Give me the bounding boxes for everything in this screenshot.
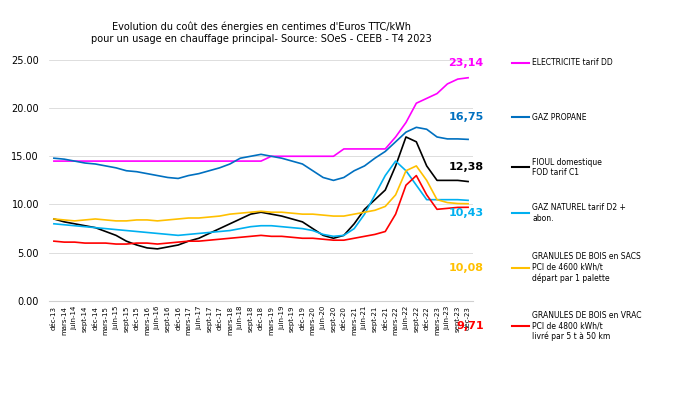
Text: 16,75: 16,75 xyxy=(448,112,484,122)
Text: GRANULES DE BOIS en VRAC
PCI de 4800 kWh/t
livré par 5 t à 50 km: GRANULES DE BOIS en VRAC PCI de 4800 kWh… xyxy=(532,311,642,341)
Text: 10,08: 10,08 xyxy=(449,263,484,273)
Title: Evolution du coût des énergies en centimes d'Euros TTC/kWh
pour un usage en chau: Evolution du coût des énergies en centim… xyxy=(90,22,432,44)
Text: FIOUL domestique
FOD tarif C1: FIOUL domestique FOD tarif C1 xyxy=(532,158,602,177)
Text: 23,14: 23,14 xyxy=(448,58,484,68)
Text: ELECTRICITE tarif DD: ELECTRICITE tarif DD xyxy=(532,58,613,67)
Text: 10,43: 10,43 xyxy=(449,208,484,218)
Text: GAZ NATUREL tarif D2 +
abon.: GAZ NATUREL tarif D2 + abon. xyxy=(532,204,626,223)
Text: 9,71: 9,71 xyxy=(456,321,484,331)
Text: GRANULES DE BOIS en SACS
PCI de 4600 kWh/t
départ par 1 palette: GRANULES DE BOIS en SACS PCI de 4600 kWh… xyxy=(532,252,641,283)
Text: 12,38: 12,38 xyxy=(449,162,484,172)
Text: GAZ PROPANE: GAZ PROPANE xyxy=(532,112,587,122)
